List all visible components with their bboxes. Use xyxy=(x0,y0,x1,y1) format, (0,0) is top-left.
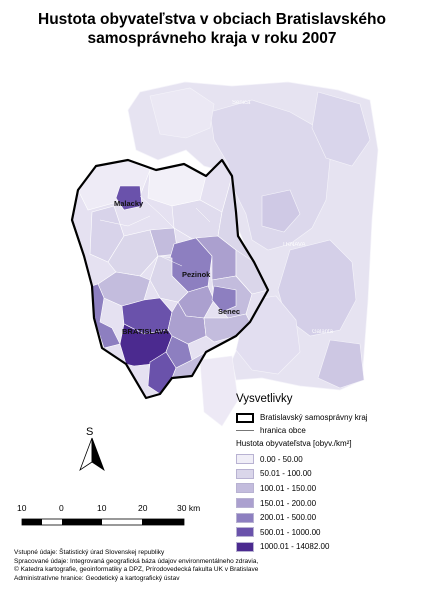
town-label-pezinok: Pezinok xyxy=(182,270,211,279)
legend-density-title: Hustota obyvateľstva [obyv./km²] xyxy=(236,439,352,448)
municipal-boundaries xyxy=(99,195,255,267)
legend-label: 500.01 - 1000.00 xyxy=(260,527,321,537)
scale-bar xyxy=(21,518,185,526)
legend-classes: 0.00 - 50.00 50.01 - 100.00 100.01 - 150… xyxy=(236,452,422,554)
legend-class: 0.00 - 50.00 xyxy=(236,452,422,467)
legend: Vysvetlivky Bratislavský samosprávny kra… xyxy=(236,393,422,554)
credit-line: Spracované údaje: Integrovaná geografick… xyxy=(14,557,259,565)
region-boundary xyxy=(70,158,270,400)
class-swatch xyxy=(236,468,254,479)
credit-line: Vstupné údaje: Štatistický úrad Slovensk… xyxy=(14,549,165,556)
map-title-line1: Hustota obyvateľstva v obciach Bratislav… xyxy=(38,11,386,28)
legend-item-municipal-boundary: hranica obce xyxy=(236,424,422,437)
town-label-senec: Senec xyxy=(218,307,240,316)
credits: Vstupné údaje: Štatistický úrad Slovensk… xyxy=(14,549,258,583)
legend-label: Bratislavský samosprávny kraj xyxy=(260,413,368,422)
scale-label: 20 xyxy=(138,503,148,513)
region-boundary-swatch xyxy=(236,412,254,423)
legend-label: 200.01 - 500.00 xyxy=(260,513,317,523)
north-label: S xyxy=(86,426,94,438)
class-swatch xyxy=(236,541,254,552)
municipal-boundary-swatch xyxy=(236,430,254,431)
legend-class: 50.01 - 100.00 xyxy=(236,467,422,482)
legend-class: 500.01 - 1000.00 xyxy=(236,525,422,540)
legend-class: 1000.01 - 14082.00 xyxy=(236,540,422,555)
class-swatch xyxy=(236,498,254,509)
scale-label: 30 km xyxy=(177,503,201,513)
class-swatch xyxy=(236,483,254,494)
class-swatch xyxy=(236,454,254,465)
legend-label: 50.01 - 100.00 xyxy=(260,469,312,479)
town-label-senica: Senica xyxy=(232,100,251,106)
town-label-trnava: TRNAVA xyxy=(282,242,305,248)
legend-class: 150.01 - 200.00 xyxy=(236,496,422,511)
town-label-bratislava: BRATISLAVA xyxy=(122,327,169,336)
scale-label: 10 xyxy=(97,503,107,513)
town-label-malacky: Malacky xyxy=(114,199,144,208)
legend-label: 0.00 - 50.00 xyxy=(260,454,303,464)
legend-label: 150.01 - 200.00 xyxy=(260,498,317,508)
legend-label: 1000.01 - 14082.00 xyxy=(260,542,330,552)
map-title: Hustota obyvateľstva v obciach Bratislav… xyxy=(0,10,424,48)
legend-label: hranica obce xyxy=(260,426,306,435)
north-arrow-icon xyxy=(79,437,105,472)
legend-title: Vysvetlivky xyxy=(236,393,293,405)
town-label-galanta: Galanta xyxy=(312,329,334,335)
legend-label: 100.01 - 150.00 xyxy=(260,483,317,493)
credit-line: Administratívne hranice: Geodetický a ka… xyxy=(14,574,180,582)
scale-label: 0 xyxy=(59,503,64,513)
map-title-line2: samosprávneho kraja v roku 2007 xyxy=(87,30,337,47)
scale-label: 10 xyxy=(17,503,27,513)
legend-class: 100.01 - 150.00 xyxy=(236,481,422,496)
class-swatch xyxy=(236,512,254,523)
credit-line: © Katedra kartografie, geoinformatiky a … xyxy=(14,566,259,574)
region-municipalities xyxy=(71,159,269,399)
class-swatch xyxy=(236,527,254,538)
legend-item-region-boundary: Bratislavský samosprávny kraj xyxy=(236,411,422,424)
legend-class: 200.01 - 500.00 xyxy=(236,510,422,525)
